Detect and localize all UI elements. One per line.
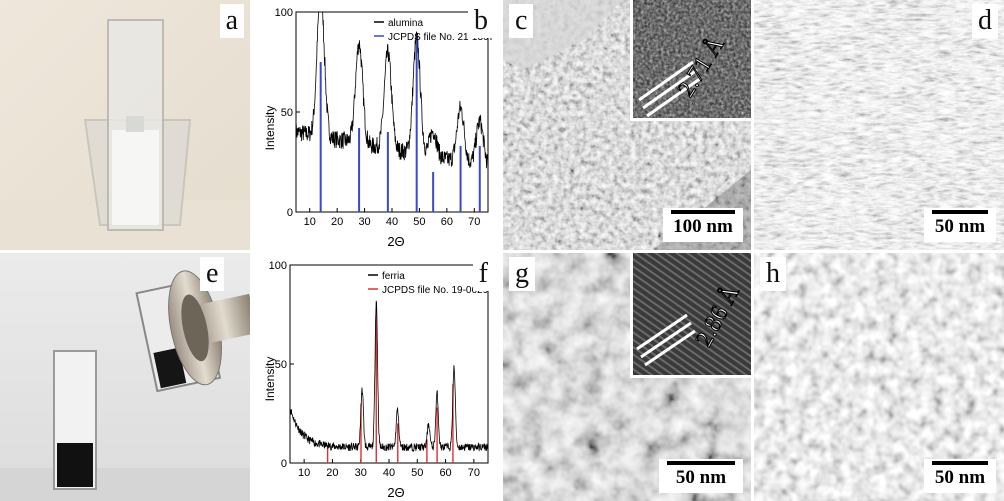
y-tick-label: 100	[269, 260, 287, 272]
x-tick-label: 60	[441, 216, 453, 228]
x-tick-label: 30	[355, 467, 367, 479]
scale-bar: 50 nm	[659, 459, 743, 493]
panel-letter-d: d	[972, 4, 998, 38]
lattice-fringes	[633, 0, 751, 118]
panel-letter-g: g	[509, 257, 535, 291]
scale-bar-label: 50 nm	[934, 216, 986, 237]
panel-letter-h: h	[760, 257, 786, 291]
xrd-svg-ferria: Intensity 2Θ 10 20 30 40 50 60 70 0 50 100 ferria J…	[263, 260, 489, 500]
scale-bar-label: 100 nm	[673, 216, 733, 237]
x-axis-label: 2Θ	[387, 234, 404, 249]
scale-bar-line	[932, 461, 988, 465]
tem-image-alumina: 2.71 Å c 100 nm	[503, 0, 751, 250]
y-axis-label: Intensity	[263, 357, 277, 402]
photo-ferria-cuvette-magnet: e	[0, 253, 250, 501]
x-tick-label: 40	[386, 216, 398, 228]
y-tick-label: 50	[281, 107, 293, 119]
panel-letter-a: a	[219, 4, 244, 38]
scale-bar-line	[671, 210, 735, 214]
scale-bar: 50 nm	[924, 459, 996, 493]
y-tick-label: 50	[275, 359, 287, 371]
x-axis-label: 2Θ	[387, 485, 404, 500]
xrd-chart-ferria: Intensity 2Θ 10 20 30 40 50 60 70 0 50 100 ferria J…	[252, 253, 500, 501]
scale-bar: 50 nm	[924, 208, 996, 242]
scale-bar-label: 50 nm	[675, 467, 727, 488]
cuvette-photo	[0, 0, 250, 250]
x-tick-label: 70	[468, 467, 480, 479]
lattice-fringes	[633, 253, 751, 375]
panel-letter-b: b	[468, 4, 494, 38]
tem-image-ferria: 2.86 Å g 50 nm	[503, 253, 751, 501]
scale-bar-line	[667, 461, 735, 465]
measured-pattern-line	[289, 300, 489, 452]
x-tick-label: 30	[358, 216, 370, 228]
y-axis-label: Intensity	[263, 106, 277, 151]
x-tick-label: 40	[383, 467, 395, 479]
x-tick-label: 70	[468, 216, 480, 228]
panel-letter-f: f	[472, 257, 494, 291]
x-tick-label: 50	[413, 216, 425, 228]
measured-pattern-line	[295, 11, 489, 169]
y-tick-label: 0	[287, 207, 293, 219]
x-tick-label: 10	[298, 467, 310, 479]
magnet-photo	[0, 253, 250, 501]
legend-label: alumina	[388, 18, 423, 29]
scale-bar-line	[932, 210, 988, 214]
hrtem-inset-ferria: 2.86 Å	[630, 253, 751, 378]
scale-bar-label: 50 nm	[934, 467, 986, 488]
scale-bar: 100 nm	[663, 208, 743, 242]
photo-alumina-cuvette: a	[0, 0, 250, 250]
legend-label: JCPDS file No. 21-1307	[388, 32, 495, 43]
hrtem-inset-alumina: 2.71 Å	[630, 0, 751, 121]
x-tick-label: 20	[331, 216, 343, 228]
legend-label: JCPDS file No. 19-0629	[382, 285, 489, 296]
sem-image-alumina: d 50 nm	[754, 0, 1004, 250]
panel-letter-e: e	[200, 257, 225, 291]
sem-image-ferria: h 50 nm	[754, 253, 1004, 501]
x-tick-label: 10	[304, 216, 316, 228]
x-tick-label: 60	[439, 467, 451, 479]
y-tick-label: 100	[275, 7, 293, 19]
x-tick-label: 50	[411, 467, 423, 479]
xrd-svg-alumina: Intensity 2Θ 10 20 30 40 50 60 70 0 50 100 alumina…	[263, 7, 495, 249]
y-tick-label: 0	[281, 458, 287, 470]
x-tick-label: 20	[326, 467, 338, 479]
xrd-chart-alumina: Intensity 2Θ 10 20 30 40 50 60 70 0 50 100 alumina…	[252, 0, 500, 250]
panel-letter-c: c	[509, 4, 534, 38]
legend-label: ferria	[382, 271, 405, 282]
